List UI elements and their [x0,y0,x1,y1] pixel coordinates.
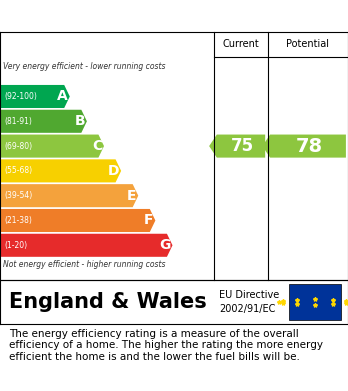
Text: The energy efficiency rating is a measure of the overall efficiency of a home. T: The energy efficiency rating is a measur… [9,329,323,362]
Polygon shape [0,135,104,158]
Text: Potential: Potential [286,39,330,49]
Text: (1-20): (1-20) [4,241,27,250]
Polygon shape [0,110,87,133]
Text: EU Directive
2002/91/EC: EU Directive 2002/91/EC [219,291,279,314]
Polygon shape [262,135,346,158]
Text: (39-54): (39-54) [4,191,32,200]
Text: (55-68): (55-68) [4,167,32,176]
Text: F: F [144,213,154,228]
Text: (21-38): (21-38) [4,216,32,225]
Polygon shape [0,85,70,108]
Text: D: D [108,164,119,178]
Text: G: G [159,238,171,252]
Text: A: A [57,90,68,104]
Polygon shape [0,160,121,183]
Text: C: C [92,139,102,153]
Text: (81-91): (81-91) [4,117,32,126]
Text: B: B [74,114,85,128]
Polygon shape [0,234,173,257]
Text: England & Wales: England & Wales [9,292,206,312]
Polygon shape [0,209,155,232]
Text: E: E [127,189,136,203]
Text: Very energy efficient - lower running costs: Very energy efficient - lower running co… [3,62,166,71]
Polygon shape [0,184,138,207]
Text: Not energy efficient - higher running costs: Not energy efficient - higher running co… [3,260,166,269]
Text: Current: Current [223,39,259,49]
Text: (92-100): (92-100) [4,92,37,101]
Text: 75: 75 [231,137,254,155]
FancyBboxPatch shape [289,283,341,321]
Text: (69-80): (69-80) [4,142,32,151]
Text: Energy Efficiency Rating: Energy Efficiency Rating [9,9,219,23]
Text: 78: 78 [296,136,323,156]
Polygon shape [209,135,265,158]
